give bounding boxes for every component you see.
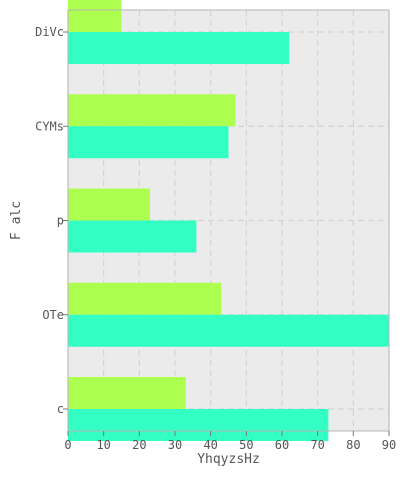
bar <box>68 0 122 32</box>
x-tick-label: 80 <box>346 438 360 452</box>
x-tick-label: 70 <box>310 438 324 452</box>
x-tick-label: 90 <box>382 438 396 452</box>
x-tick-label: 40 <box>203 438 217 452</box>
bar <box>68 409 329 441</box>
x-axis-ticks: 0 10 20 30 40 50 60 70 80 90 <box>64 431 396 452</box>
y-tick-label: DiVc <box>35 25 64 39</box>
x-tick-label: 10 <box>96 438 110 452</box>
y-axis-ticks: DiVc CYMs p OTe c <box>35 25 68 416</box>
bar <box>68 314 389 347</box>
bar <box>68 126 229 159</box>
x-tick-label: 20 <box>132 438 146 452</box>
x-tick-label: 0 <box>64 438 71 452</box>
bar <box>68 220 197 253</box>
y-tick-label: p <box>57 214 64 228</box>
bar <box>68 32 290 64</box>
bar <box>68 282 222 315</box>
x-tick-label: 50 <box>239 438 253 452</box>
y-tick-label: c <box>57 402 64 416</box>
x-tick-label: 60 <box>275 438 289 452</box>
bar <box>68 94 236 127</box>
y-tick-label: CYMs <box>35 119 64 133</box>
bar <box>68 188 151 221</box>
bars <box>68 0 389 441</box>
y-axis-label: F alc <box>9 201 24 240</box>
y-tick-label: OTe <box>42 308 64 322</box>
bar <box>68 377 186 409</box>
x-axis-label: YhqyzsHz <box>197 452 260 467</box>
x-tick-label: 30 <box>168 438 182 452</box>
